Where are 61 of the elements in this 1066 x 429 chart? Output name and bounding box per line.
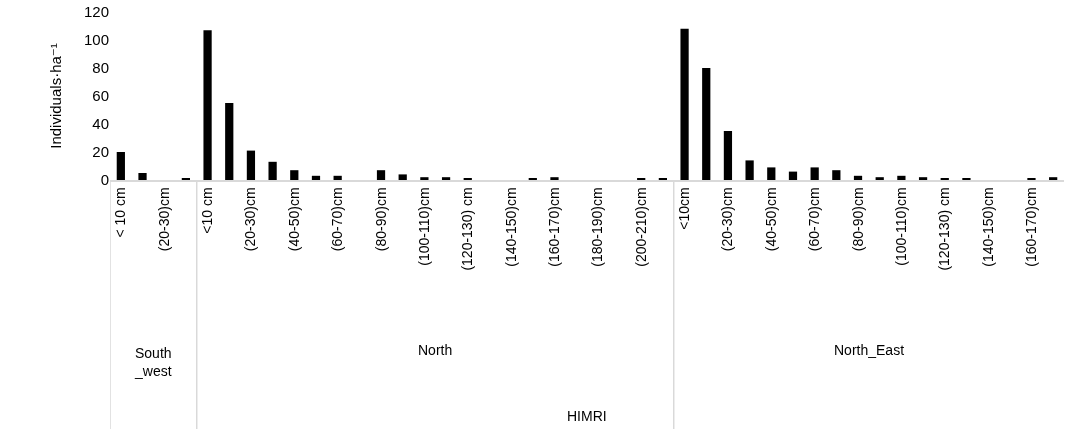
bar xyxy=(918,177,928,180)
x-tick-label: (100-110)cm xyxy=(892,187,909,266)
bar xyxy=(398,174,407,180)
text: North_East xyxy=(834,342,905,358)
bar xyxy=(376,170,386,180)
x-tick-label: (80-90)cm xyxy=(372,187,389,252)
x-tick-label: (120-130) cm xyxy=(936,187,953,271)
bar xyxy=(810,167,819,180)
x-tick-label: (20-30)cm xyxy=(155,187,172,252)
bar xyxy=(680,28,689,180)
text: North xyxy=(418,342,453,358)
bar xyxy=(268,161,277,180)
bar xyxy=(875,177,884,180)
bar xyxy=(723,131,733,180)
bar xyxy=(745,160,754,180)
x-tick-label: (40-50)cm xyxy=(285,187,302,252)
bar xyxy=(767,167,776,180)
x-tick-label: (100-110)cm xyxy=(415,187,432,266)
bar xyxy=(788,171,798,180)
bar xyxy=(1049,177,1058,180)
x-tick-label: (200-210)cm xyxy=(632,187,649,267)
bar xyxy=(550,177,559,180)
x-tick-label: (80-90)cm xyxy=(849,187,866,252)
bar xyxy=(246,150,256,180)
y-tick-label: 80 xyxy=(92,59,109,77)
x-tick-label: (120-130) cm xyxy=(459,187,476,271)
x-tick-label: <10cm xyxy=(676,187,693,230)
bar xyxy=(420,177,429,180)
y-tick-label: 20 xyxy=(92,143,109,161)
x-tick-label: (180-190)cm xyxy=(589,187,606,267)
y-tick-label: 40 xyxy=(92,115,109,133)
text: HIMRI xyxy=(567,408,607,424)
bar xyxy=(702,68,711,180)
bar xyxy=(225,103,234,180)
bar xyxy=(853,175,863,180)
bar xyxy=(311,175,321,180)
y-tick-label: 0 xyxy=(100,171,109,189)
x-tick-label: (140-150)cm xyxy=(979,187,996,267)
x-tick-label: (140-150)cm xyxy=(502,187,519,267)
bar xyxy=(203,30,212,180)
x-tick-label: (60-70)cm xyxy=(329,187,346,252)
bar xyxy=(116,152,125,180)
bar xyxy=(897,175,906,180)
text: South_west xyxy=(134,345,172,380)
y-tick-label: 60 xyxy=(92,87,109,105)
x-tick-label: < 10 cm xyxy=(112,187,129,238)
y-tick-label: 100 xyxy=(83,31,109,49)
y-tick-label: 120 xyxy=(83,3,109,21)
x-tick-label: (160-170)cm xyxy=(546,187,563,267)
bar xyxy=(832,170,841,180)
x-tick-label: (20-30)cm xyxy=(242,187,259,252)
x-tick-label: <10 cm xyxy=(199,187,216,234)
bar xyxy=(333,175,342,180)
x-tick-label: (40-50)cm xyxy=(762,187,779,252)
x-tick-label: (160-170)cm xyxy=(1023,187,1040,267)
bar xyxy=(138,173,147,180)
x-tick-label: (60-70)cm xyxy=(806,187,823,252)
y-axis-title: Individuals·ha⁻¹ xyxy=(47,43,65,149)
x-tick-label: (20-30)cm xyxy=(719,187,736,252)
bar xyxy=(441,177,451,180)
bar xyxy=(290,170,299,180)
